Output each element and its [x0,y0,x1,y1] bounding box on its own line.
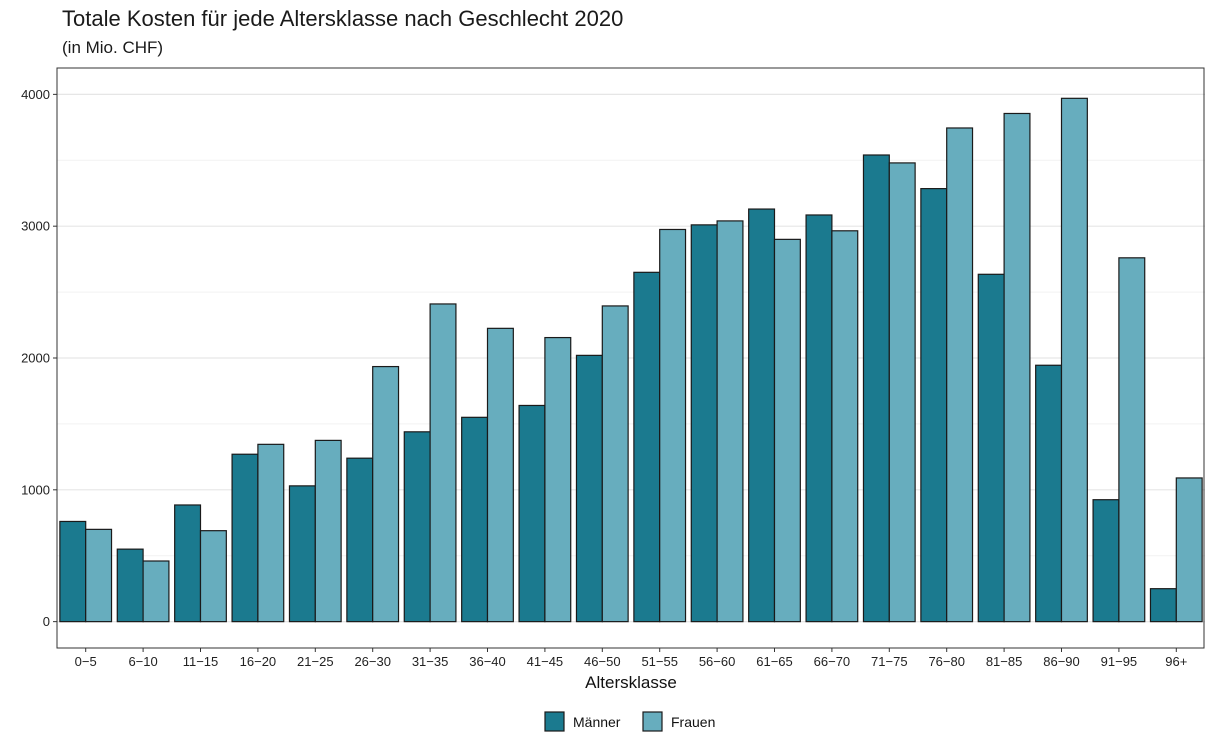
bar-frauen [1003,112,1031,623]
x-tick-label: 41−45 [527,654,564,669]
bar-frauen [372,365,400,623]
x-tick-label: 0−5 [75,654,97,669]
bar-frauen [1118,257,1146,623]
x-tick-label: 71−75 [871,654,908,669]
x-tick-label: 26−30 [354,654,391,669]
bar-maenner [174,504,202,623]
bar-maenner [231,453,259,623]
y-tick-label: 4000 [21,87,50,102]
x-tick-label: 46−50 [584,654,621,669]
x-axis-title: Altersklasse [585,673,677,692]
x-tick-label: 91−95 [1101,654,1138,669]
y-axis: 0 1000 2000 3000 4000 [21,87,57,629]
bar-maenner [346,457,374,623]
y-tick-label: 2000 [21,351,50,366]
bar-frauen [659,228,687,623]
bar-maenner [288,485,316,623]
bar-frauen [1060,97,1088,623]
bar-frauen [773,238,801,623]
bar-maenner [1035,364,1063,623]
legend-swatch [544,711,565,732]
y-tick-label: 0 [43,614,50,629]
x-tick-label: 21−25 [297,654,334,669]
x-tick-label: 96+ [1165,654,1187,669]
bar-frauen [142,560,170,623]
bar-maenner [690,224,718,623]
bar-maenner [518,404,546,623]
bar-maenner [633,271,661,623]
bar-maenner [748,208,776,623]
bar-frauen [199,530,227,623]
x-tick-label: 86−90 [1043,654,1080,669]
bar-maenner [575,354,603,623]
bar-frauen [601,305,629,623]
x-tick-label: 36−40 [469,654,506,669]
x-tick-label: 31−35 [412,654,449,669]
bar-frauen [544,336,572,623]
x-tick-label: 11−15 [183,654,219,669]
bar-frauen [429,303,457,623]
bar-maenner [116,548,144,623]
legend: Männer Frauen [544,711,715,732]
chart-subtitle: (in Mio. CHF) [62,38,164,57]
x-axis: 0−5 6−10 11−15 16−20 21−25 26−30 31−35 36−40 41−… [75,648,1187,669]
bar-maenner [862,154,890,623]
bar-frauen [946,127,974,623]
bar-frauen [257,443,285,623]
bar-frauen [314,439,342,623]
bar-frauen [486,327,514,623]
gridlines [57,93,1205,623]
bar-maenner [59,520,87,623]
x-tick-label: 61−65 [756,654,793,669]
chart-title: Totale Kosten für jede Altersklasse nach… [62,6,624,31]
bar-frauen [831,230,859,623]
x-tick-label: 6−10 [128,654,157,669]
x-tick-label: 76−80 [928,654,965,669]
bar-maenner [1092,499,1120,623]
bar-frauen [85,528,113,623]
legend-label: Frauen [671,714,715,730]
bar-maenner [920,188,948,623]
bar-maenner [403,431,431,623]
x-tick-label: 66−70 [814,654,851,669]
legend-swatch [642,711,663,732]
y-tick-label: 1000 [21,482,50,497]
bar-frauen [888,162,916,623]
bars [59,97,1203,623]
y-tick-label: 3000 [21,219,50,234]
bar-frauen [1175,477,1203,623]
x-tick-label: 56−60 [699,654,736,669]
bar-maenner [805,214,833,623]
bar-maenner [1149,588,1177,623]
bar-maenner [461,416,489,623]
legend-label: Männer [573,714,621,730]
bar-frauen [716,220,744,623]
x-tick-label: 16−20 [240,654,277,669]
x-tick-label: 51−55 [641,654,678,669]
bar-maenner [977,273,1005,623]
x-tick-label: 81−85 [986,654,1023,669]
